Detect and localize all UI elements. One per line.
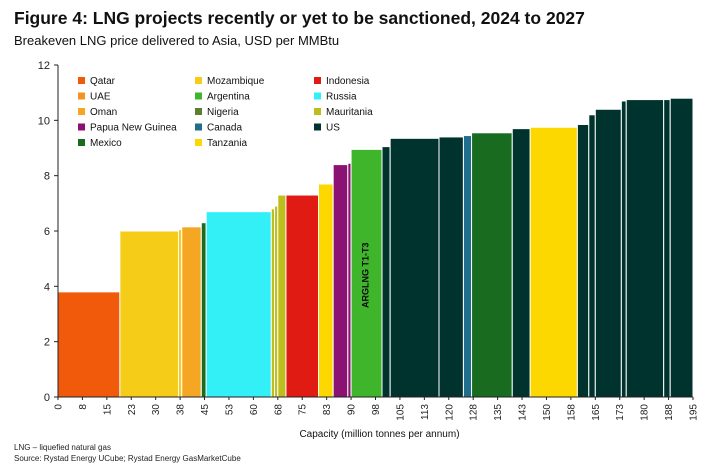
bar-indonesia-9 xyxy=(285,194,320,398)
bar-canada-17 xyxy=(462,135,473,398)
x-tick-label: 8 xyxy=(78,404,89,410)
bar-mexico-4 xyxy=(200,222,207,398)
legend-label-mauritania: Mauritania xyxy=(326,107,373,118)
legend-label-qatar: Qatar xyxy=(90,76,116,87)
legend-swatch-qatar xyxy=(78,77,85,84)
legend-swatch-canada xyxy=(195,123,202,131)
bar-us-24 xyxy=(620,100,627,398)
footnote: LNG – liquefied natural gas xyxy=(14,443,111,452)
x-tick-label: 90 xyxy=(347,404,358,416)
bar-us-22 xyxy=(588,114,596,398)
x-tick-label: 113 xyxy=(420,404,431,420)
bar-tanzania-10 xyxy=(318,183,334,398)
legend-swatch-argentina xyxy=(195,92,202,100)
x-tick-label: 128 xyxy=(469,404,480,421)
y-tick-label: 10 xyxy=(38,115,50,127)
x-tick-label: 98 xyxy=(371,404,382,416)
legend-swatch-russia xyxy=(314,92,321,100)
y-tick-label: 6 xyxy=(44,226,50,238)
y-tick-label: 4 xyxy=(44,281,50,293)
bar-us-25 xyxy=(625,99,665,398)
y-tick-label: 2 xyxy=(44,337,50,349)
x-tick-label: 188 xyxy=(664,404,675,421)
legend-label-indonesia: Indonesia xyxy=(326,76,370,87)
chart-subtitle: Breakeven LNG price delivered to Asia, U… xyxy=(14,33,340,48)
legend-swatch-mauritania xyxy=(314,108,321,115)
bar-us-14 xyxy=(381,146,391,398)
x-tick-label: 30 xyxy=(151,404,162,416)
bar-us-27 xyxy=(669,97,694,398)
legend-label-nigeria: Nigeria xyxy=(207,107,239,118)
x-tick-label: 165 xyxy=(591,404,602,421)
y-tick-label: 0 xyxy=(44,392,50,404)
bar-us-19 xyxy=(511,128,531,398)
legend-swatch-mexico xyxy=(78,139,85,146)
x-tick-label: 68 xyxy=(273,404,284,416)
x-axis-title: Capacity (million tonnes per annum) xyxy=(299,429,459,440)
bar-us-16 xyxy=(438,136,464,398)
y-tick-label: 12 xyxy=(38,60,50,72)
x-tick-label: 83 xyxy=(322,404,333,416)
bar-mexico-18 xyxy=(471,132,513,398)
x-tick-label: 38 xyxy=(176,404,187,416)
legend-label-us: US xyxy=(326,123,340,134)
x-tick-label: 15 xyxy=(102,404,113,416)
bar-qatar-0 xyxy=(57,291,121,398)
x-tick-label: 120 xyxy=(444,404,455,421)
legend-swatch-nigeria xyxy=(195,108,202,115)
x-tick-label: 150 xyxy=(542,404,553,421)
legend-label-canada: Canada xyxy=(207,123,242,134)
legend-label-papua-new-guinea: Papua New Guinea xyxy=(90,123,177,134)
chart-title: Figure 4: LNG projects recently or yet t… xyxy=(14,8,585,28)
annotation-arglng: ARGLNG T1-T3 xyxy=(361,243,371,309)
bar-oman-3 xyxy=(181,226,202,398)
x-tick-label: 173 xyxy=(615,404,626,421)
x-tick-label: 135 xyxy=(493,404,504,421)
bar-papua-new-guinea-11 xyxy=(332,164,349,398)
bar-us-15 xyxy=(389,137,440,398)
bar-russia-5 xyxy=(205,211,272,398)
x-tick-label: 75 xyxy=(298,404,309,416)
x-tick-label: 180 xyxy=(640,404,651,421)
legend-label-tanzania: Tanzania xyxy=(207,138,247,149)
legend-label-russia: Russia xyxy=(326,92,357,103)
legend-label-mozambique: Mozambique xyxy=(207,76,265,87)
x-tick-label: 143 xyxy=(518,404,529,421)
x-tick-label: 195 xyxy=(689,404,700,421)
x-tick-label: 53 xyxy=(224,404,235,416)
legend-swatch-oman xyxy=(78,108,85,115)
x-tick-label: 23 xyxy=(127,404,138,416)
legend-swatch-us xyxy=(314,123,321,131)
legend-swatch-indonesia xyxy=(314,77,321,84)
legend-swatch-mozambique xyxy=(195,77,202,84)
x-tick-label: 158 xyxy=(566,404,577,421)
legend-label-oman: Oman xyxy=(90,107,117,118)
bar-us-21 xyxy=(576,123,590,398)
bar-us-23 xyxy=(594,108,622,398)
legend-swatch-uae xyxy=(78,92,85,100)
bar-us-26 xyxy=(663,99,671,398)
bar-mozambique-1 xyxy=(119,230,179,398)
x-tick-label: 105 xyxy=(395,404,406,421)
legend-swatch-tanzania xyxy=(195,139,202,146)
legend-label-argentina: Argentina xyxy=(207,92,250,103)
bar-tanzania-20 xyxy=(529,126,578,398)
legend-swatch-papua-new-guinea xyxy=(78,123,85,131)
source-note: Source: Rystad Energy UCube; Rystad Ener… xyxy=(14,454,241,463)
y-tick-label: 8 xyxy=(44,171,50,183)
x-tick-label: 60 xyxy=(249,404,260,416)
bar-mauritania-8 xyxy=(277,194,287,398)
legend-label-mexico: Mexico xyxy=(90,138,122,149)
legend-label-uae: UAE xyxy=(90,92,111,103)
x-tick-label: 45 xyxy=(200,404,211,416)
x-tick-label: 0 xyxy=(54,404,65,410)
